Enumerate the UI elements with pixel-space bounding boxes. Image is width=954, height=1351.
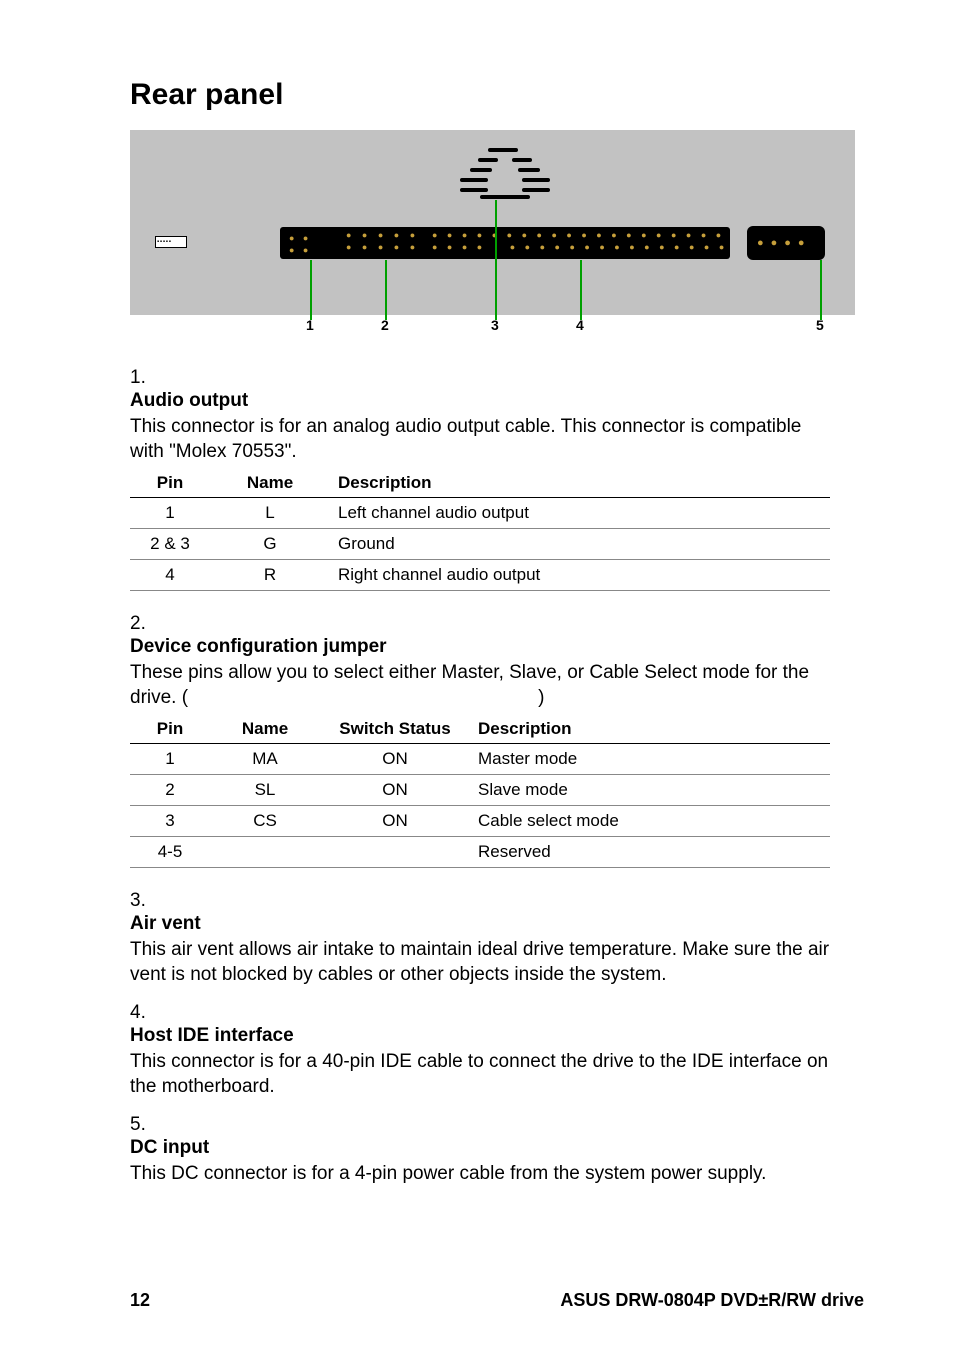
table-row: 1LLeft channel audio output [130, 497, 830, 528]
diagram-callout-numbers: 1 2 3 4 5 [130, 317, 855, 347]
page-heading: Rear panel [130, 78, 864, 112]
footer-product-name: ASUS DRW-0804P DVD±R/RW drive [560, 1290, 864, 1311]
item-4-text: This connector is for a 40-pin IDE cable… [130, 1049, 830, 1100]
t2-h2: Name [210, 715, 320, 744]
diagram-ide-connector: ● ● ● ● ● ● ● ● ● ● ● ● ● ● ● ● ● ● ● ● … [432, 229, 724, 257]
t1-h3: Description [330, 469, 830, 498]
item-2-number: 2. [130, 613, 160, 635]
item-1-text: This connector is for an analog audio ou… [130, 414, 830, 465]
t2-h3: Switch Status [320, 715, 470, 744]
table-row: 4RRight channel audio output [130, 559, 830, 590]
item-list: 1. Audio output This connector is for an… [130, 367, 864, 1186]
item-3-text: This air vent allows air intake to maint… [130, 937, 830, 988]
callout-2: 2 [381, 317, 389, 333]
t1-h1: Pin [130, 469, 210, 498]
item-3-title: Air vent [130, 912, 830, 937]
audio-pin-table: Pin Name Description 1LLeft channel audi… [130, 469, 830, 591]
table-row: 2 & 3GGround [130, 528, 830, 559]
diagram-small-port: ▪▪▪▪▪ [155, 236, 187, 248]
item-5-number: 5. [130, 1114, 160, 1136]
jumper-pin-table: Pin Name Switch Status Description 1MAON… [130, 715, 830, 868]
item-3-number: 3. [130, 890, 160, 912]
item-2-title: Device configuration jumper [130, 635, 830, 660]
diagram-jumper-block: ● ● ● ● ● ● ● ● ● ● [346, 229, 420, 257]
callout-4: 4 [576, 317, 584, 333]
item-5-text: This DC connector is for a 4-pin power c… [130, 1161, 830, 1187]
table-row: 4-5Reserved [130, 836, 830, 867]
item-4: 4. Host IDE interface This connector is … [130, 1002, 864, 1100]
footer-page-number: 12 [130, 1290, 150, 1311]
callout-3: 3 [491, 317, 499, 333]
item-1: 1. Audio output This connector is for an… [130, 367, 864, 591]
item-3: 3. Air vent This air vent allows air int… [130, 890, 864, 988]
item-2-text: These pins allow you to select either Ma… [130, 660, 830, 711]
item-5: 5. DC input This DC connector is for a 4… [130, 1114, 864, 1186]
t2-h1: Pin [130, 715, 210, 744]
item-4-number: 4. [130, 1002, 160, 1024]
item-2: 2. Device configuration jumper These pin… [130, 613, 864, 868]
item-5-title: DC input [130, 1136, 830, 1161]
t1-h2: Name [210, 469, 330, 498]
rear-panel-diagram: ▪▪▪▪▪ ● ● ● ● ● ● ● ● ● ● ● ● ● ● ● ● ● … [130, 130, 855, 315]
diagram-air-vent [460, 142, 550, 197]
item-1-number: 1. [130, 367, 160, 389]
item-4-title: Host IDE interface [130, 1024, 830, 1049]
diagram-audio-connector: ● ● ● ● [285, 230, 335, 256]
page-footer: 12 ASUS DRW-0804P DVD±R/RW drive [130, 1290, 864, 1311]
table-row: 3CSONCable select mode [130, 805, 830, 836]
callout-1: 1 [306, 317, 314, 333]
t2-h4: Description [470, 715, 830, 744]
callout-5: 5 [816, 317, 824, 333]
item-1-title: Audio output [130, 389, 830, 414]
diagram-dc-power: ●●●● [747, 226, 825, 260]
table-row: 2SLONSlave mode [130, 774, 830, 805]
table-row: 1MAONMaster mode [130, 743, 830, 774]
